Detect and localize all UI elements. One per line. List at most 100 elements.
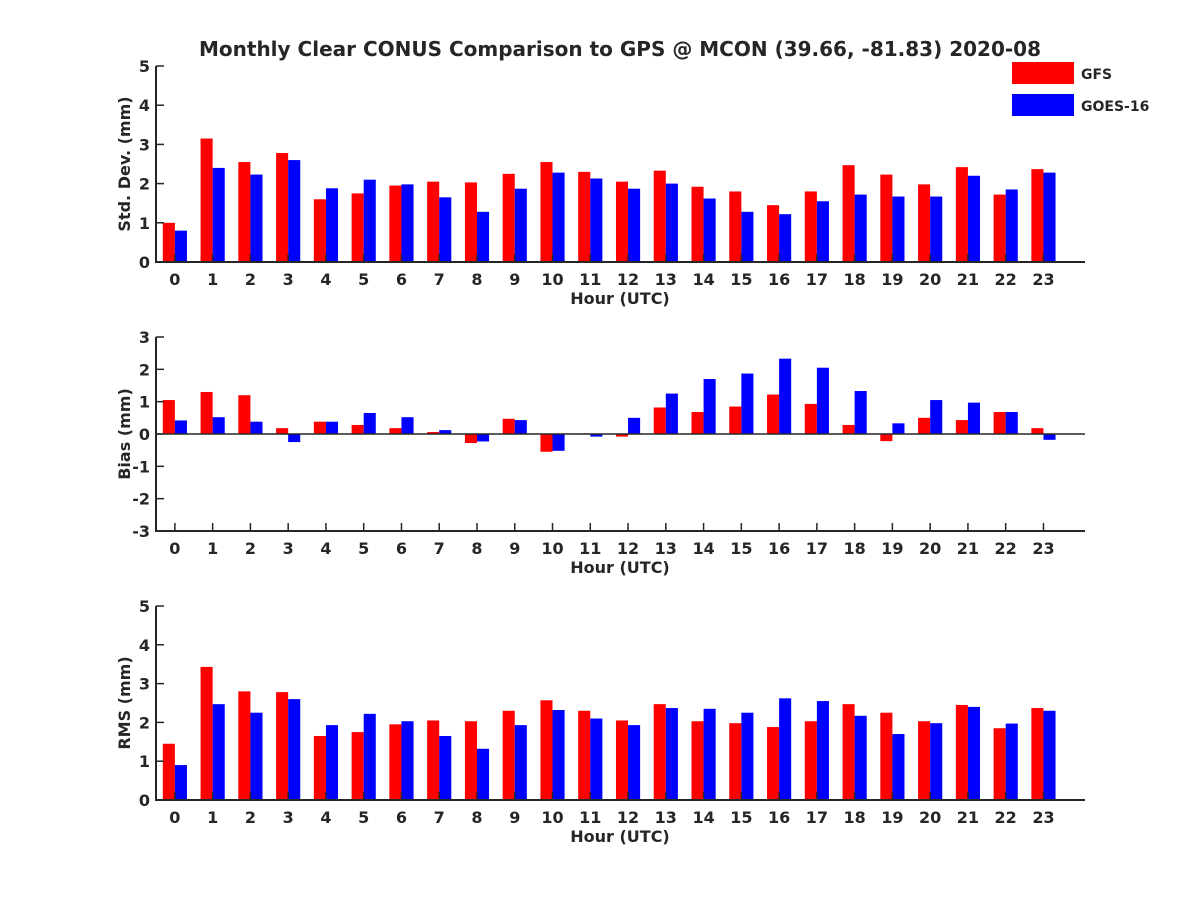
bar-goes16-hour-13 <box>665 393 678 434</box>
bar-gfs-hour-6 <box>389 428 402 434</box>
bar-gfs-hour-13 <box>653 704 666 800</box>
legend-label-gfs: GFS <box>1081 67 1112 83</box>
x-axis-label: Hour (UTC) <box>570 289 670 308</box>
bar-goes16-hour-5 <box>363 412 376 434</box>
bar-gfs-hour-8 <box>464 721 477 800</box>
x-tick-label: 16 <box>768 270 790 289</box>
x-tick-label: 7 <box>434 270 445 289</box>
y-tick-label: 1 <box>139 393 150 412</box>
bar-goes16-hour-0 <box>174 420 187 434</box>
bar-gfs-hour-0 <box>162 222 175 262</box>
bar-gfs-hour-9 <box>502 173 515 262</box>
y-tick-label: 1 <box>139 752 150 771</box>
y-tick-label: 2 <box>139 360 150 379</box>
bar-gfs-hour-5 <box>351 424 364 434</box>
bar-gfs-hour-0 <box>162 743 175 800</box>
bar-gfs-hour-21 <box>955 420 968 434</box>
x-tick-label: 13 <box>655 539 677 558</box>
x-tick-label: 21 <box>957 270 979 289</box>
x-tick-label: 2 <box>245 539 256 558</box>
bar-gfs-hour-4 <box>313 735 326 800</box>
bar-gfs-hour-7 <box>427 720 440 800</box>
x-tick-label: 8 <box>471 808 482 827</box>
bar-goes16-hour-23 <box>1043 434 1056 440</box>
bar-goes16-hour-17 <box>816 201 829 262</box>
bar-goes16-hour-21 <box>967 706 981 800</box>
bar-gfs-hour-18 <box>842 704 855 800</box>
x-tick-label: 3 <box>283 270 294 289</box>
x-tick-label: 23 <box>1032 808 1054 827</box>
bar-gfs-hour-19 <box>880 174 893 262</box>
legend-swatch-goes16 <box>1012 94 1074 116</box>
bar-goes16-hour-4 <box>325 188 339 262</box>
bar-gfs-hour-11 <box>578 710 591 800</box>
y-tick-label: 2 <box>139 713 150 732</box>
bar-gfs-hour-12 <box>615 181 629 262</box>
bar-goes16-hour-10 <box>552 709 565 800</box>
bar-gfs-hour-4 <box>313 421 326 434</box>
bar-gfs-hour-20 <box>918 417 931 434</box>
bar-goes16-hour-4 <box>325 421 339 434</box>
x-tick-label: 20 <box>919 539 941 558</box>
bar-goes16-hour-19 <box>892 423 905 434</box>
bar-gfs-hour-16 <box>767 205 780 262</box>
bar-goes16-hour-8 <box>477 434 490 442</box>
y-tick-label: 4 <box>139 636 150 655</box>
bar-goes16-hour-2 <box>250 712 263 800</box>
x-tick-label: 12 <box>617 270 639 289</box>
bar-gfs-hour-13 <box>653 407 666 434</box>
bar-goes16-hour-14 <box>703 198 716 262</box>
bar-gfs-hour-1 <box>200 391 213 434</box>
legend-swatch-gfs <box>1012 62 1074 84</box>
bar-goes16-hour-6 <box>401 721 414 800</box>
x-tick-label: 17 <box>806 270 828 289</box>
bar-goes16-hour-15 <box>741 712 754 800</box>
bar-gfs-hour-10 <box>540 434 553 452</box>
x-tick-label: 1 <box>207 808 218 827</box>
bar-gfs-hour-17 <box>804 721 817 800</box>
x-tick-label: 1 <box>207 539 218 558</box>
x-tick-label: 0 <box>169 270 180 289</box>
x-tick-label: 0 <box>169 539 180 558</box>
x-tick-label: 8 <box>471 539 482 558</box>
bar-goes16-hour-23 <box>1043 172 1056 262</box>
x-tick-label: 11 <box>579 808 601 827</box>
bar-goes16-hour-18 <box>854 391 867 434</box>
bar-gfs-hour-0 <box>162 400 175 434</box>
bar-goes16-hour-13 <box>665 183 678 262</box>
bar-goes16-hour-8 <box>477 748 490 800</box>
x-tick-label: 11 <box>579 270 601 289</box>
bar-goes16-hour-19 <box>892 734 905 800</box>
y-tick-label: 0 <box>139 253 150 272</box>
bar-goes16-hour-17 <box>816 701 829 800</box>
bar-goes16-hour-12 <box>628 725 641 800</box>
bar-goes16-hour-10 <box>552 434 565 451</box>
bar-goes16-hour-22 <box>1005 189 1018 262</box>
bar-goes16-hour-5 <box>363 179 376 262</box>
bar-goes16-hour-20 <box>930 723 943 800</box>
bar-gfs-hour-20 <box>918 721 931 800</box>
bar-gfs-hour-3 <box>276 153 289 262</box>
bar-goes16-hour-12 <box>628 417 641 434</box>
bar-gfs-hour-7 <box>427 432 440 434</box>
bar-gfs-hour-17 <box>804 191 817 262</box>
bar-goes16-hour-7 <box>439 735 452 800</box>
bar-gfs-hour-14 <box>691 412 704 434</box>
y-tick-label: 3 <box>139 328 150 347</box>
bar-goes16-hour-10 <box>552 172 565 262</box>
bar-gfs-hour-12 <box>615 434 629 437</box>
bar-goes16-hour-11 <box>590 178 603 262</box>
bar-gfs-hour-7 <box>427 181 440 262</box>
x-tick-label: 23 <box>1032 270 1054 289</box>
bar-goes16-hour-21 <box>967 402 981 434</box>
x-tick-label: 6 <box>396 539 407 558</box>
x-tick-label: 8 <box>471 270 482 289</box>
y-tick-label: 4 <box>139 96 150 115</box>
bar-goes16-hour-2 <box>250 421 263 434</box>
bar-gfs-hour-6 <box>389 724 402 800</box>
bar-gfs-hour-16 <box>767 394 780 434</box>
bar-gfs-hour-2 <box>238 395 251 434</box>
bar-gfs-hour-21 <box>955 167 968 262</box>
x-tick-label: 2 <box>245 808 256 827</box>
